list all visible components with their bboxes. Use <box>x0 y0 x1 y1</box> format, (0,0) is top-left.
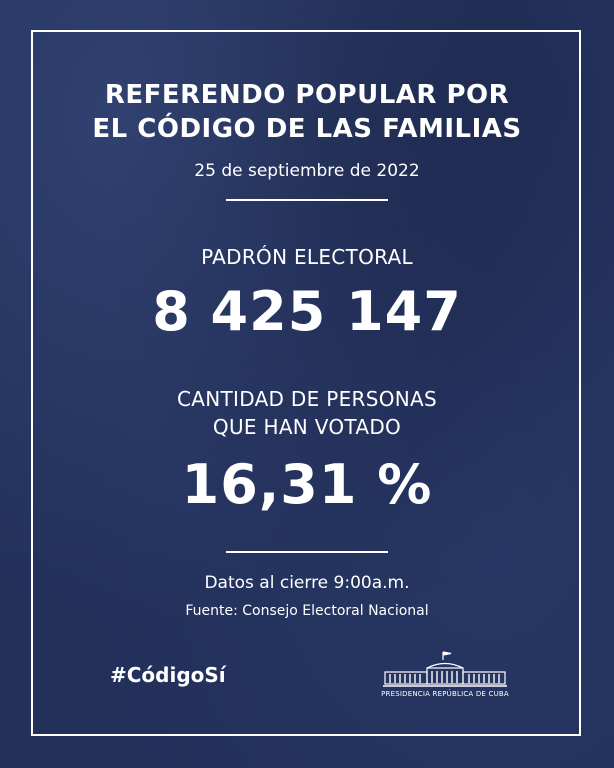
hashtag: #CódigoSí <box>110 663 226 687</box>
votantes-value: 16,31 % <box>181 453 433 516</box>
title-line-1: REFERENDO POPULAR POR <box>104 80 510 110</box>
border-frame <box>31 30 581 736</box>
presidential-palace-icon <box>383 651 507 687</box>
date-text: 25 de septiembre de 2022 <box>194 161 420 181</box>
logo-caption: PRESIDENCIA REPÚBLICA DE CUBA <box>381 690 509 698</box>
padron-label: PADRÓN ELECTORAL <box>201 245 413 269</box>
padron-value: 8 425 147 <box>152 280 462 343</box>
fuente-text: Fuente: Consejo Electoral Nacional <box>185 603 429 619</box>
divider-bottom <box>226 551 388 553</box>
votantes-label-line-2: QUE HAN VOTADO <box>212 415 402 439</box>
divider-top <box>226 199 388 201</box>
votantes-label-line-1: CANTIDAD DE PERSONAS <box>177 387 437 411</box>
cierre-text: Datos al cierre 9:00a.m. <box>204 573 410 593</box>
votantes-label: CANTIDAD DE PERSONAS QUE HAN VOTADO <box>0 385 614 441</box>
page-title: REFERENDO POPULAR POR EL CÓDIGO DE LAS F… <box>0 78 614 146</box>
title-line-2: EL CÓDIGO DE LAS FAMILIAS <box>92 114 522 144</box>
